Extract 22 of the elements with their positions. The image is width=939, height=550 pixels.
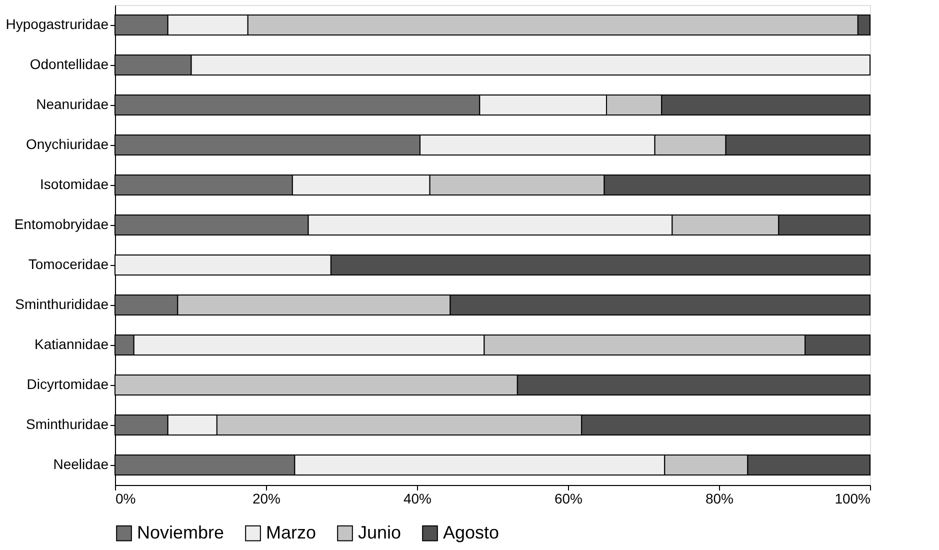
y-tick-label: Katiannidae (34, 336, 109, 352)
x-tick-label: 100% (834, 490, 870, 506)
x-tick-label: 80% (705, 490, 734, 506)
x-tick-label: 0% (116, 490, 136, 506)
y-tick-label: Odontellidae (30, 56, 109, 72)
y-tick-label: Neanuridae (36, 96, 109, 112)
x-tick-label: 60% (554, 490, 583, 506)
legend-label: Agosto (443, 522, 500, 542)
legend-label: Noviembre (137, 522, 224, 542)
y-tick-label: Isotomidae (40, 176, 109, 192)
y-tick-label: Neelidae (53, 456, 109, 472)
legend-label: Junio (358, 522, 402, 542)
y-tick-label: Onychiuridae (26, 136, 109, 152)
y-tick-label: Hypogastruridae (6, 16, 109, 32)
y-tick-label: Sminthurididae (15, 296, 109, 312)
legend-label: Marzo (266, 522, 316, 542)
y-tick-label: Entomobryidae (14, 216, 109, 232)
x-tick-label: 20% (252, 490, 281, 506)
y-tick-label: Dicyrtomidae (26, 376, 109, 392)
x-tick-label: 40% (403, 490, 432, 506)
y-tick-label: Sminthuridae (26, 416, 109, 432)
y-tick-label: Tomoceridae (28, 256, 109, 272)
